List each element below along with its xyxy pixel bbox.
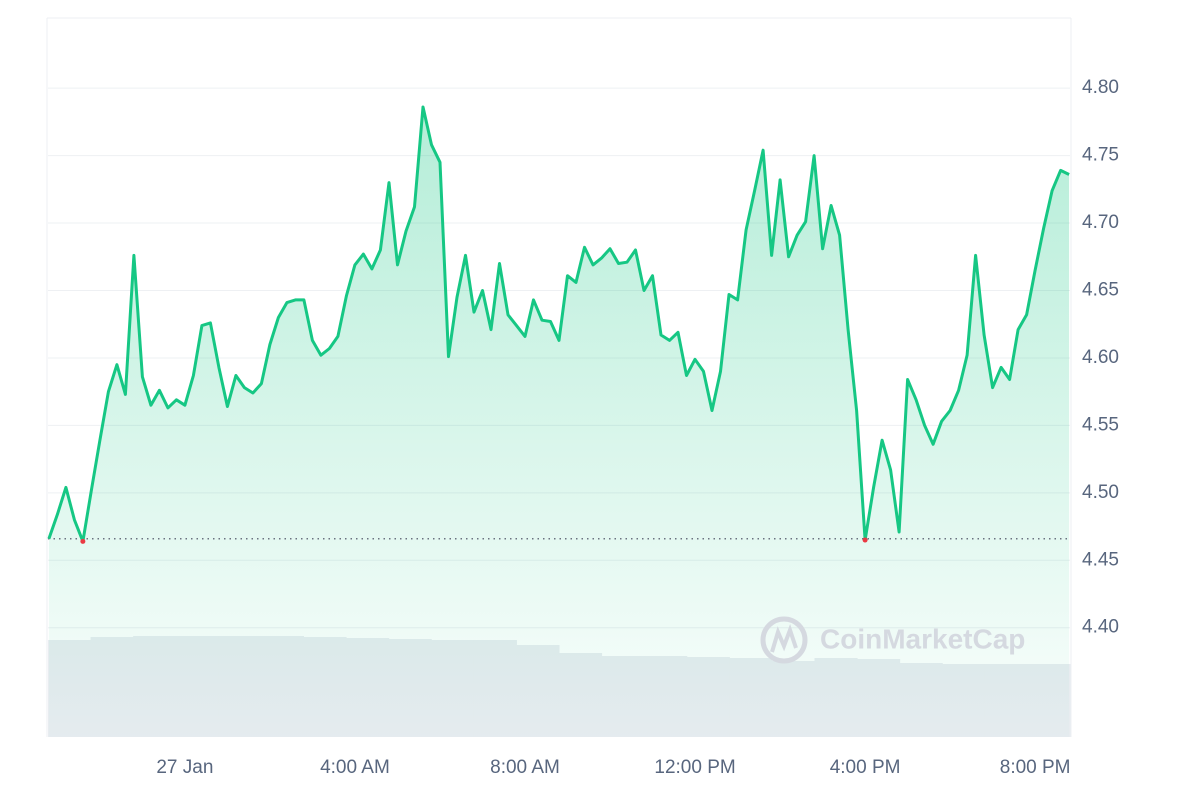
watermark-text: CoinMarketCap [820,623,1025,654]
x-tick-label: 4:00 PM [830,757,901,778]
x-tick-label: 8:00 AM [490,757,560,778]
y-tick-label: 4.65 [1082,280,1119,301]
y-tick-label: 4.45 [1082,549,1119,570]
price-area [48,107,1070,737]
watermark-logo-mark [770,624,798,653]
y-tick-label: 4.40 [1082,617,1119,638]
x-tick-label: 4:00 AM [320,757,390,778]
y-tick-label: 4.50 [1082,482,1119,503]
y-tick-label: 4.70 [1082,212,1119,233]
watermark-logo [760,616,808,664]
y-tick-label: 4.60 [1082,347,1119,368]
watermark: CoinMarketCap [760,616,1025,664]
y-tick-label: 4.80 [1082,77,1119,98]
y-tick-label: 4.55 [1082,414,1119,435]
below-open-marker [862,537,868,543]
x-tick-label: 27 Jan [156,757,213,778]
price-line [47,105,1070,543]
x-tick-label: 12:00 PM [654,757,735,778]
y-tick-label: 4.75 [1082,145,1119,166]
below-open-marker [80,538,86,544]
x-tick-label: 8:00 PM [1000,757,1071,778]
